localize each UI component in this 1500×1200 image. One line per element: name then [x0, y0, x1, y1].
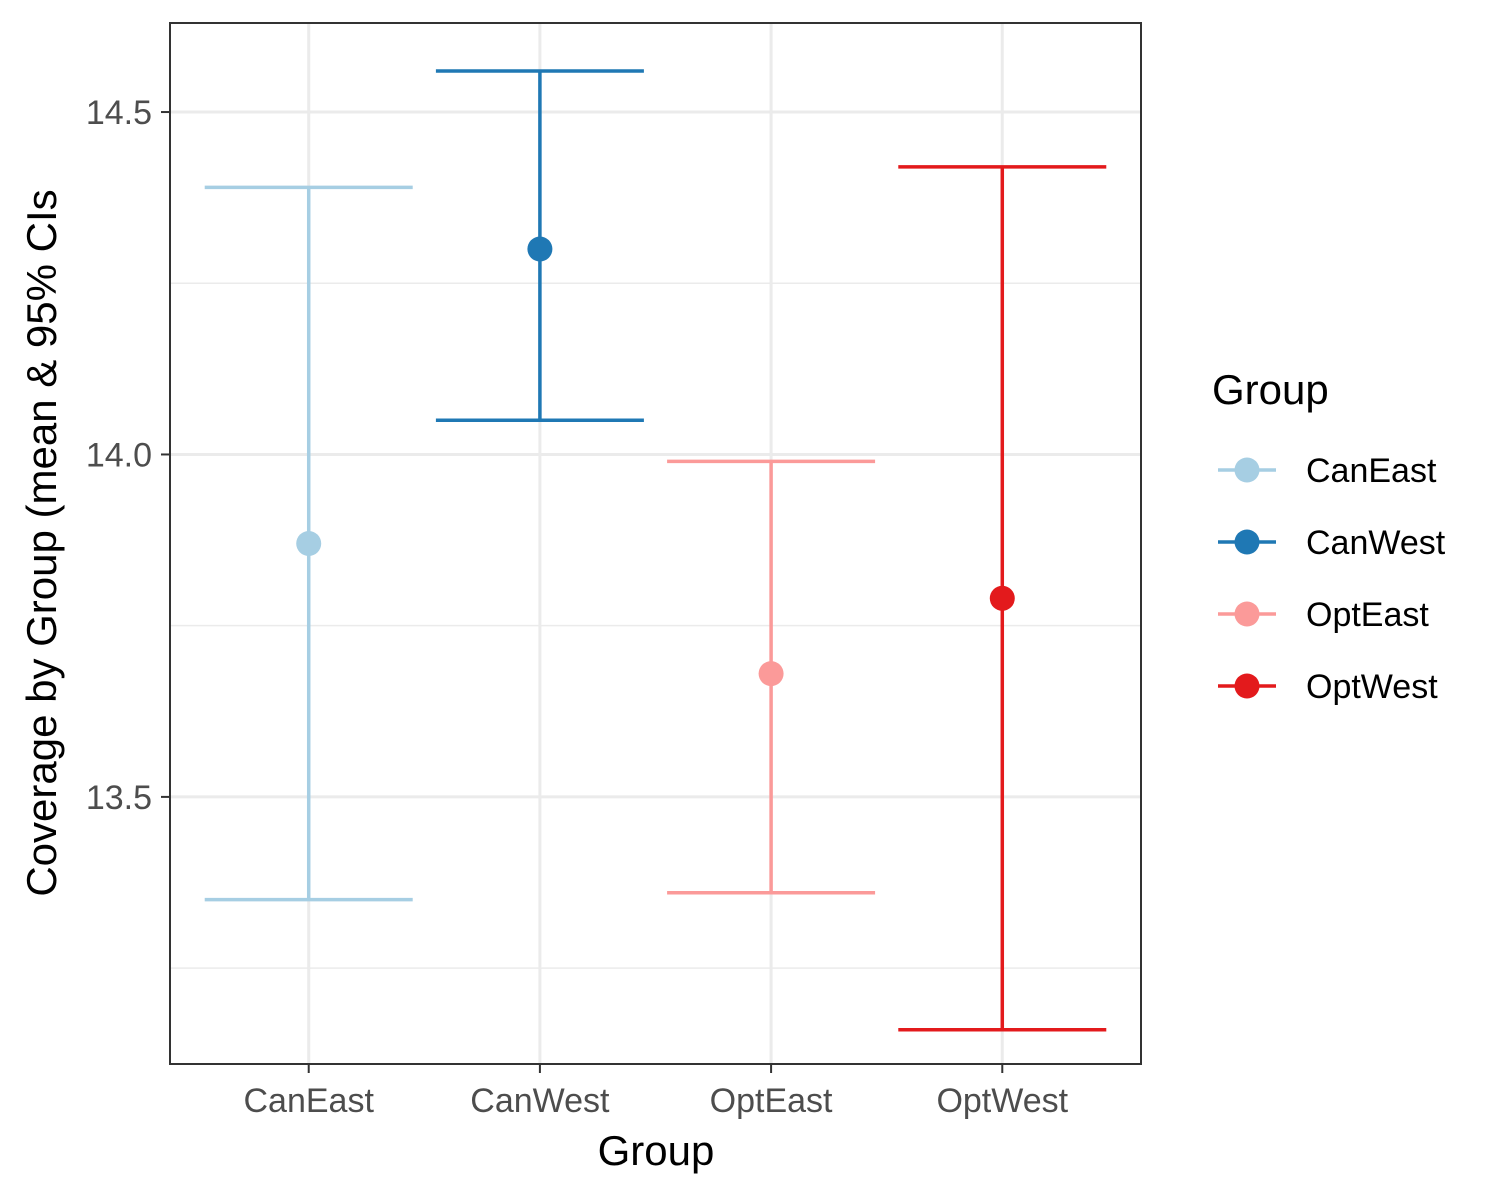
errorbar-group-opteast [667, 459, 876, 895]
mean-point [758, 661, 784, 687]
y-tick-label: 14.5 [86, 94, 152, 132]
mean-point [989, 585, 1015, 611]
x-tick-label: OptEast [710, 1082, 833, 1120]
legend-key-point [1234, 529, 1260, 555]
x-tick-label: OptWest [936, 1082, 1068, 1120]
legend-key-point [1234, 601, 1260, 627]
legend-label: CanEast [1306, 452, 1437, 490]
errorbar-group-optwest [898, 165, 1107, 1032]
legend-key-point [1234, 457, 1260, 483]
legend-item-optwest: OptWest [1218, 668, 1438, 706]
grid-minor [170, 282, 1141, 969]
legend-label: OptWest [1306, 668, 1438, 706]
legend-title: Group [1212, 366, 1329, 413]
legend-item-opteast: OptEast [1218, 596, 1429, 634]
data-marks [204, 69, 1107, 1032]
legend: Group CanEast CanWest OptEast OptWest [1212, 366, 1446, 706]
y-tick-label: 13.5 [86, 779, 152, 817]
errorbar-group-caneast [204, 185, 413, 902]
mean-point [296, 531, 322, 556]
legend-item-canwest: CanWest [1218, 524, 1446, 562]
x-tick-label: CanWest [470, 1082, 610, 1120]
x-axis: CanEast CanWest OptEast OptWest [244, 1064, 1069, 1120]
y-tick-label: 14.0 [86, 436, 152, 474]
legend-label: CanWest [1306, 524, 1446, 562]
legend-label: OptEast [1306, 596, 1429, 634]
y-axis-title: Coverage by Group (mean & 95% CIs [18, 189, 65, 896]
x-axis-title: Group [598, 1127, 715, 1174]
x-tick-label: CanEast [244, 1082, 375, 1120]
mean-point [527, 236, 553, 262]
legend-item-caneast: CanEast [1218, 452, 1437, 490]
plot-panel-border [169, 22, 1142, 1065]
errorbar-group-canwest [435, 69, 644, 422]
legend-items: CanEast CanWest OptEast OptWest [1218, 452, 1446, 706]
legend-key-point [1234, 673, 1260, 699]
y-axis: 13.5 14.0 14.5 [86, 94, 170, 817]
